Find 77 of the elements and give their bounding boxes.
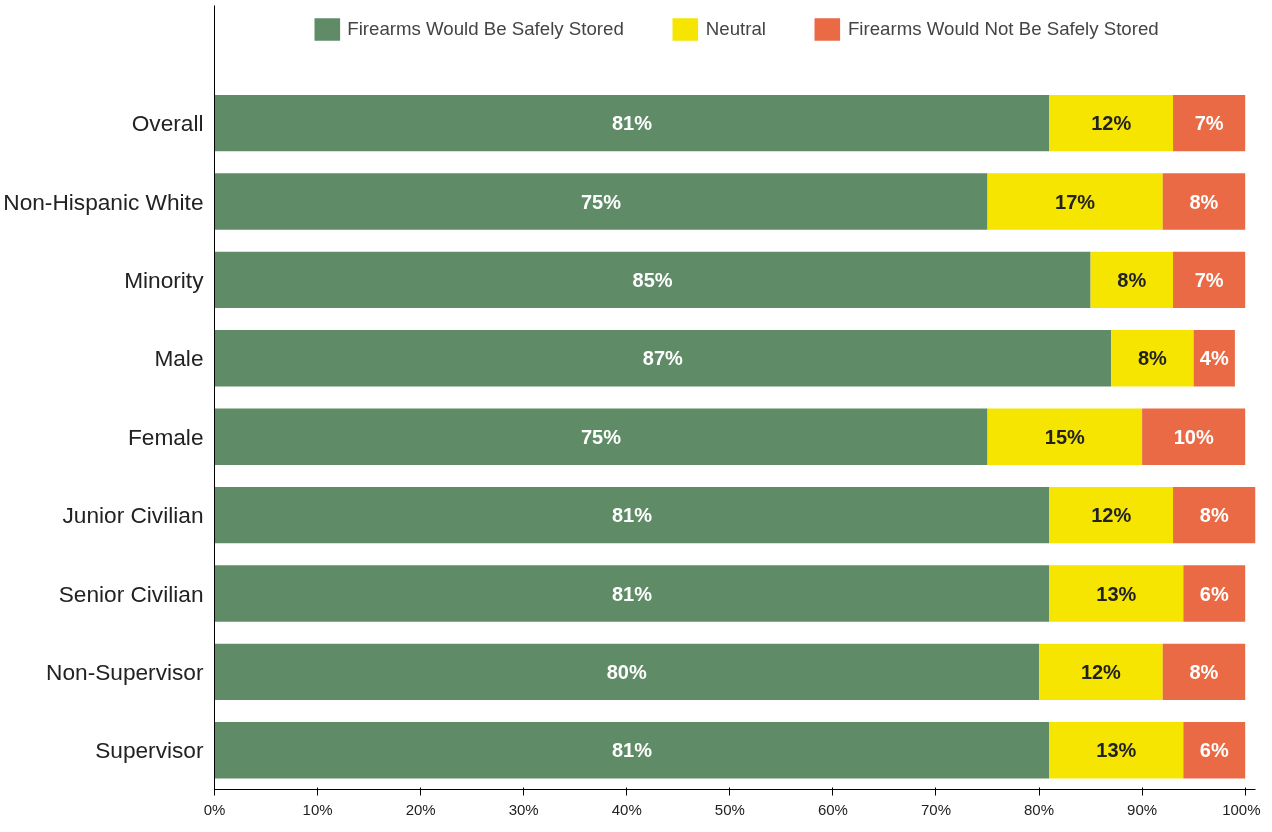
bar (987, 408, 1143, 465)
y-tick-label: Female (127, 423, 204, 450)
bar (214, 722, 1050, 779)
bar (1111, 330, 1194, 387)
bar (1049, 94, 1174, 152)
x-tick-label: 50% (714, 800, 745, 818)
bar (214, 408, 988, 465)
bar (1183, 722, 1246, 779)
data-label: 81% (611, 739, 653, 762)
legend-label: Neutral (705, 18, 766, 40)
data-label: 12% (1080, 660, 1122, 683)
bar (1173, 94, 1246, 152)
bar (1162, 173, 1246, 230)
legend-label: Firearms Would Not Be Safely Stored (847, 18, 1159, 40)
bar (214, 330, 1112, 387)
x-tick-label: 10% (302, 800, 333, 818)
y-tick-label: Overall (131, 110, 204, 137)
x-tick-label: 100% (1222, 800, 1261, 818)
bar (987, 173, 1163, 230)
bar (1162, 643, 1246, 701)
x-tick-label: 70% (920, 800, 952, 818)
legend-label: Firearms Would Be Safely Stored (347, 18, 624, 40)
data-label: 8% (1199, 504, 1229, 527)
x-tick-label: 40% (611, 800, 642, 818)
data-label: 7% (1194, 112, 1224, 135)
data-label: 6% (1199, 739, 1229, 762)
data-label: 8% (1189, 660, 1219, 683)
bar (214, 643, 1040, 701)
y-tick-label: Non-Hispanic White (3, 188, 204, 215)
y-tick-label: Senior Civilian (58, 580, 204, 607)
data-label: 6% (1199, 582, 1229, 605)
x-tick-label: 30% (508, 800, 539, 818)
data-label: 75% (581, 425, 622, 448)
bar (1193, 330, 1235, 387)
bar (214, 251, 1091, 309)
x-tick-label: 80% (1024, 800, 1055, 818)
data-label: 81% (611, 112, 653, 135)
y-tick-label: Supervisor (95, 737, 204, 764)
data-label: 8% (1137, 347, 1168, 370)
y-tick-label: Male (154, 345, 204, 372)
bar (1049, 722, 1184, 779)
bar (1049, 486, 1174, 544)
bar (1090, 251, 1174, 309)
x-tick-label: 60% (817, 800, 848, 818)
data-label: 12% (1091, 504, 1132, 527)
data-label: 15% (1044, 425, 1086, 448)
data-label: 8% (1189, 190, 1219, 213)
bar (1049, 565, 1184, 622)
data-label: 80% (606, 660, 648, 683)
bar (1039, 643, 1163, 701)
data-label: 85% (632, 268, 673, 291)
bar (214, 94, 1050, 152)
data-label: 13% (1096, 739, 1137, 762)
y-tick-label: Non-Supervisor (46, 658, 204, 685)
x-tick-label: 0% (203, 800, 226, 818)
bar (214, 486, 1050, 544)
data-label: 7% (1194, 268, 1224, 291)
x-tick-label: 90% (1127, 800, 1158, 818)
bar (1173, 251, 1246, 309)
data-label: 8% (1117, 268, 1147, 291)
data-label: 81% (611, 582, 653, 605)
y-tick-label: Minority (124, 266, 205, 293)
data-label: 13% (1096, 582, 1137, 605)
data-label: 10% (1173, 425, 1214, 448)
data-label: 4% (1199, 347, 1229, 370)
data-label: 81% (611, 504, 653, 527)
x-tick-label: 20% (405, 800, 436, 818)
bar (214, 565, 1050, 622)
bar (1183, 565, 1246, 622)
data-label: 87% (642, 347, 684, 370)
data-label: 12% (1091, 112, 1132, 135)
y-tick-label: Junior Civilian (62, 502, 204, 529)
bar (1142, 408, 1246, 465)
data-label: 17% (1055, 190, 1096, 213)
bar (214, 173, 988, 230)
bar (1173, 486, 1256, 544)
data-label: 75% (581, 190, 622, 213)
